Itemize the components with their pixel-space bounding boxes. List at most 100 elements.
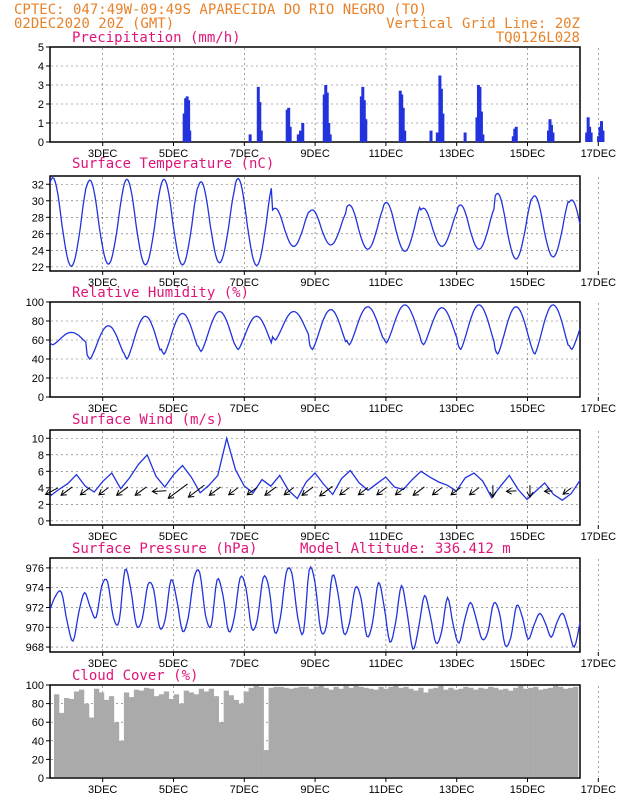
cloud-bar	[308, 688, 314, 777]
cloud-xtick-label: 17DEC	[581, 784, 617, 796]
precip-bar	[188, 130, 192, 142]
wind-arrow	[79, 487, 91, 496]
cloud-bar	[398, 687, 404, 777]
header-location: CPTEC: 047:49W-09:49S APARECIDA DO RIO N…	[14, 2, 427, 18]
rh-ytick-label: 80	[32, 316, 44, 328]
wind-arrow-head	[318, 490, 326, 497]
wind-arrow	[489, 485, 497, 499]
precip-xtick-label: 13DEC	[439, 148, 475, 160]
cloud-bar	[453, 689, 459, 777]
header-run-time: 02DEC2020 20Z (GMT)	[14, 16, 174, 32]
cloud-bar	[183, 690, 190, 777]
wind-arrow-head	[357, 489, 365, 496]
cloud-bar	[358, 686, 364, 777]
cloud-bar	[78, 689, 85, 777]
precip-xtick-label: 17DEC	[581, 148, 617, 160]
precip-xtick-label: 5DEC	[159, 148, 188, 160]
cloud-bar	[328, 689, 334, 777]
precip-bar	[301, 123, 305, 142]
wind-arrow	[339, 487, 350, 496]
cloud-bar	[148, 688, 155, 777]
cloud-bar	[258, 686, 264, 777]
temp-xtick-label: 7DEC	[230, 277, 259, 289]
cloud-bar	[438, 685, 444, 777]
cloud-bar	[443, 689, 449, 777]
wind-arrow-shaft	[116, 486, 129, 496]
pres-xtick-label: 9DEC	[300, 658, 329, 670]
wind-xtick-label: 7DEC	[230, 531, 259, 543]
cloud-bar	[158, 694, 165, 777]
cloud-bar	[573, 686, 579, 777]
wind-line	[49, 435, 581, 501]
wind-arrow-shaft	[209, 486, 221, 496]
cloud-bar	[168, 698, 175, 777]
cloud-xtick-label: 7DEC	[230, 784, 259, 796]
header-model-id: TQ0126L028	[496, 30, 580, 46]
cloud-bar	[413, 690, 419, 777]
wind-arrow-head	[79, 489, 87, 496]
rh-ytick-label: 20	[32, 373, 44, 385]
cloud-bar	[458, 688, 464, 777]
pres-ytick-label: 976	[26, 563, 44, 575]
rh-line	[49, 304, 581, 361]
wind-arrow-head	[187, 491, 195, 498]
wind-arrow-head	[526, 491, 534, 499]
cloud-ytick-label: 0	[38, 773, 44, 785]
cloud-bar	[323, 687, 329, 777]
cloud-bar	[448, 687, 454, 777]
temp-panel: 22 24 26 28 30 32 3DEC 5DEC 7DEC 9DEC 11DEC 13DEC 15…	[32, 175, 616, 289]
pres-xtick-label: 13DEC	[439, 658, 475, 670]
cloud-bar	[348, 687, 354, 777]
wind-arrow	[318, 485, 333, 497]
pres-xtick-label: 3DEC	[88, 658, 117, 670]
cloud-bar	[408, 688, 414, 777]
cloud-bar	[543, 688, 549, 777]
wind-arrow-shaft	[450, 487, 461, 496]
temp-xtick-label: 15DEC	[510, 277, 546, 289]
cloud-ytick-label: 40	[32, 736, 44, 748]
wind-arrow-head	[44, 489, 52, 496]
temp-line	[49, 176, 581, 268]
wind-arrow-head	[562, 488, 569, 495]
cloud-bar	[553, 685, 559, 777]
rh-xtick-label: 15DEC	[510, 403, 546, 415]
cloud-bar	[198, 688, 205, 777]
wind-arrow	[208, 486, 221, 496]
cloud-bar	[483, 688, 489, 777]
cloud-bar	[333, 686, 339, 777]
cloud-bar	[188, 692, 195, 777]
wind-arrow-head	[489, 491, 497, 499]
wind-arrow-shaft	[45, 487, 59, 495]
precip-ytick-label: 5	[38, 42, 44, 54]
wind-xtick-label: 13DEC	[439, 531, 475, 543]
wind-arrow	[412, 486, 425, 496]
cloud-bar	[423, 692, 429, 777]
cloud-bar	[503, 688, 509, 777]
cloud-bar	[123, 692, 130, 777]
rh-panel: 0 20 40 60 80 100 3DEC 5DEC 7DEC 9DEC 11DEC 13DEC 15…	[26, 297, 616, 415]
wind-arrow-shaft	[134, 486, 147, 496]
wind-ytick-label: 2	[38, 499, 44, 511]
cloud-bar	[223, 690, 229, 777]
rh-ytick-label: 0	[38, 392, 44, 404]
wind-arrow-shaft	[301, 486, 314, 496]
cloud-bar	[513, 687, 519, 777]
pres-ytick-label: 970	[26, 622, 44, 634]
cloud-bar	[208, 688, 214, 777]
cloud-bar	[313, 686, 319, 777]
wind-title: Surface Wind (m/s)	[72, 412, 224, 428]
cloud-bar	[153, 696, 160, 777]
wind-arrow-head	[468, 489, 476, 496]
wind-arrow-shaft	[339, 487, 350, 496]
precip-bar	[463, 132, 467, 142]
cloud-xtick-label: 5DEC	[159, 784, 188, 796]
cloud-bar	[54, 694, 60, 777]
rh-title: Relative Humidity (%)	[72, 285, 249, 301]
precip-bar	[327, 123, 331, 142]
cloud-bar	[118, 740, 125, 777]
wind-arrow-shaft	[246, 487, 258, 496]
precip-ytick-label: 1	[38, 118, 44, 130]
precip-bar	[328, 134, 332, 142]
precip-bar	[296, 134, 300, 142]
wind-arrow	[394, 487, 406, 496]
